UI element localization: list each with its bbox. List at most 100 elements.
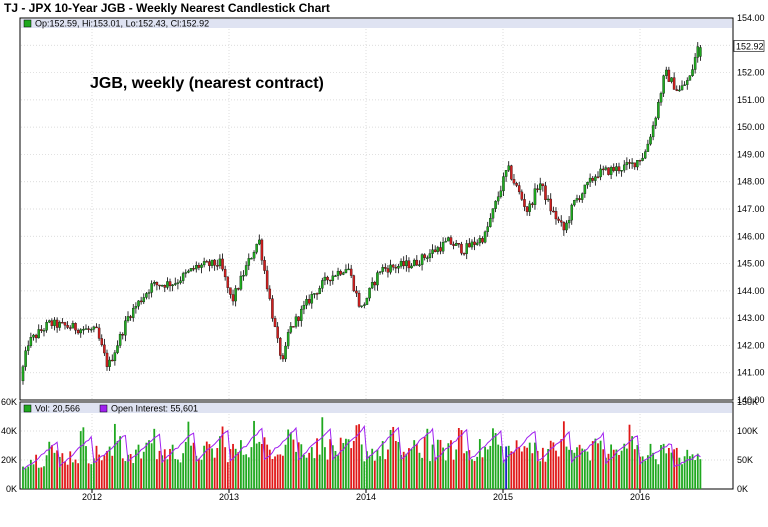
candle-body <box>407 260 411 269</box>
volume-bar <box>232 443 234 489</box>
candle-body <box>620 170 623 172</box>
price-tick-label: 148.00 <box>737 177 765 187</box>
candle-body <box>271 298 274 319</box>
candle-body <box>633 162 636 168</box>
candle-body <box>66 325 69 328</box>
volume-bar <box>300 444 303 489</box>
candle-body <box>74 323 77 331</box>
candle-body <box>418 264 421 266</box>
candle-body <box>168 281 172 287</box>
volume-bar <box>140 458 143 489</box>
candle-body <box>489 218 492 227</box>
candle-body <box>381 267 384 272</box>
candle-body <box>205 261 209 263</box>
candle-body <box>536 188 539 190</box>
volume-bar <box>439 439 442 489</box>
candle-body <box>229 287 232 295</box>
candle-body <box>675 89 679 91</box>
candle-body <box>628 162 631 164</box>
volume-bar <box>612 449 615 489</box>
volume-bar <box>98 454 101 489</box>
candle-body <box>158 284 161 287</box>
volume-bar <box>413 440 416 489</box>
candle-body <box>672 77 676 90</box>
volume-bar <box>342 443 345 489</box>
volume-bar <box>615 449 618 489</box>
volume-bar <box>119 436 122 489</box>
volume-bar <box>308 452 311 489</box>
candle-body <box>657 101 660 119</box>
candle-body <box>124 320 127 336</box>
candle-body <box>431 249 434 254</box>
price-axis: 154.00153.00152.00151.00150.00149.00148.… <box>737 13 765 405</box>
candle-body <box>213 259 216 266</box>
candle-body <box>651 125 655 138</box>
candle-body <box>268 288 272 299</box>
volume-bar <box>631 436 634 489</box>
candle-body <box>218 258 222 267</box>
candle-body <box>79 329 82 334</box>
volume-bar <box>266 444 269 489</box>
volume-bar <box>683 456 686 489</box>
candle-body <box>307 299 311 304</box>
volume-bar <box>250 447 253 489</box>
volume-bar <box>447 443 450 489</box>
volume-bar <box>591 441 594 489</box>
candle-body <box>349 268 353 276</box>
candle-body <box>53 319 56 326</box>
volume-bar <box>552 442 555 489</box>
candle-body <box>310 294 314 304</box>
candle-body <box>150 283 153 293</box>
open-interest-tick-label: 150K <box>737 397 758 407</box>
price-tick-label: 145.00 <box>737 259 765 269</box>
x-tick-label: 2013 <box>219 492 239 502</box>
volume-bar <box>355 425 358 489</box>
volume-bars <box>22 417 702 489</box>
candle-body <box>231 294 235 302</box>
volume-bar <box>77 463 80 489</box>
candle-body <box>573 200 576 206</box>
volume-bar <box>463 453 465 489</box>
volume-bar <box>665 453 668 489</box>
candle-body <box>636 160 639 168</box>
candle-body <box>92 326 96 330</box>
x-tick-label: 2012 <box>82 492 102 502</box>
volume-bar <box>444 460 447 489</box>
volume-bar <box>195 455 198 489</box>
candle-body <box>360 305 363 307</box>
volume-bar <box>56 450 59 489</box>
volume-bar <box>211 448 213 489</box>
volume-bar <box>284 444 287 489</box>
candle-body <box>433 249 437 252</box>
candle-body <box>649 136 652 145</box>
candle-body <box>195 265 198 270</box>
volume-bar <box>87 463 90 489</box>
volume-bar <box>570 450 573 489</box>
volume-bar <box>547 449 550 489</box>
candle-body <box>197 265 201 268</box>
candle-body <box>449 237 453 245</box>
volume-bar <box>641 456 644 489</box>
candle-body <box>538 183 542 190</box>
volume-bar <box>240 440 242 489</box>
volume-bar <box>468 450 471 489</box>
volume-bar <box>297 442 300 489</box>
volume-bar <box>339 437 342 489</box>
volume-bar <box>258 441 261 489</box>
candle-body <box>465 243 468 254</box>
candle-body <box>315 293 319 295</box>
candle-body <box>260 239 264 261</box>
volume-bar <box>234 448 237 489</box>
volume-bar <box>287 429 290 489</box>
volume-bar <box>176 459 179 489</box>
volume-bar <box>518 446 521 489</box>
volume-axis-right: 150K 100K 50K 0K <box>737 397 758 494</box>
candle-body <box>29 336 33 346</box>
candle-body <box>155 282 159 286</box>
volume-bar <box>436 439 439 489</box>
candle-body <box>357 292 361 307</box>
candle-body <box>342 272 345 275</box>
volume-bar <box>276 454 279 489</box>
volume-bar <box>48 441 51 489</box>
volume-bar <box>392 426 395 489</box>
